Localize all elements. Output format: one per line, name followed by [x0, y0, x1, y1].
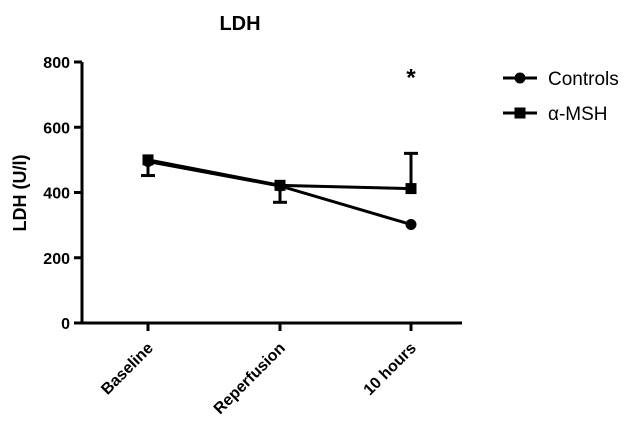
- significance-asterisk: *: [406, 64, 416, 91]
- x-tick-label: Baseline: [98, 340, 157, 399]
- chart-title: LDH: [219, 13, 260, 35]
- y-tick-label: 200: [43, 251, 70, 268]
- annotation-layer: *: [406, 64, 416, 91]
- y-tick-label: 800: [43, 55, 70, 72]
- data-point-circle: [405, 218, 417, 230]
- legend: Controls α-MSH: [503, 69, 619, 125]
- legend-label: α-MSH: [548, 104, 608, 125]
- y-tick-label: 600: [43, 120, 70, 137]
- legend-marker-square: [514, 107, 526, 119]
- data-point-square: [405, 183, 417, 195]
- y-axis-label: LDH (U/l): [10, 155, 30, 232]
- y-tick-label: 400: [43, 186, 70, 203]
- data-point-square: [274, 179, 286, 191]
- y-axis-ticks: 0 200 400 600 800: [43, 55, 82, 333]
- y-tick-label: 0: [61, 316, 70, 333]
- legend-marker-circle: [514, 72, 526, 84]
- legend-label: Controls: [548, 69, 619, 90]
- x-axis-ticks: Baseline Reperfusion 10 hours: [98, 323, 420, 418]
- data-point-square: [142, 154, 154, 166]
- series-layer: [141, 151, 418, 230]
- x-tick-label: 10 hours: [361, 340, 420, 399]
- x-tick-label: Reperfusion: [211, 340, 289, 418]
- series-2: [141, 151, 418, 195]
